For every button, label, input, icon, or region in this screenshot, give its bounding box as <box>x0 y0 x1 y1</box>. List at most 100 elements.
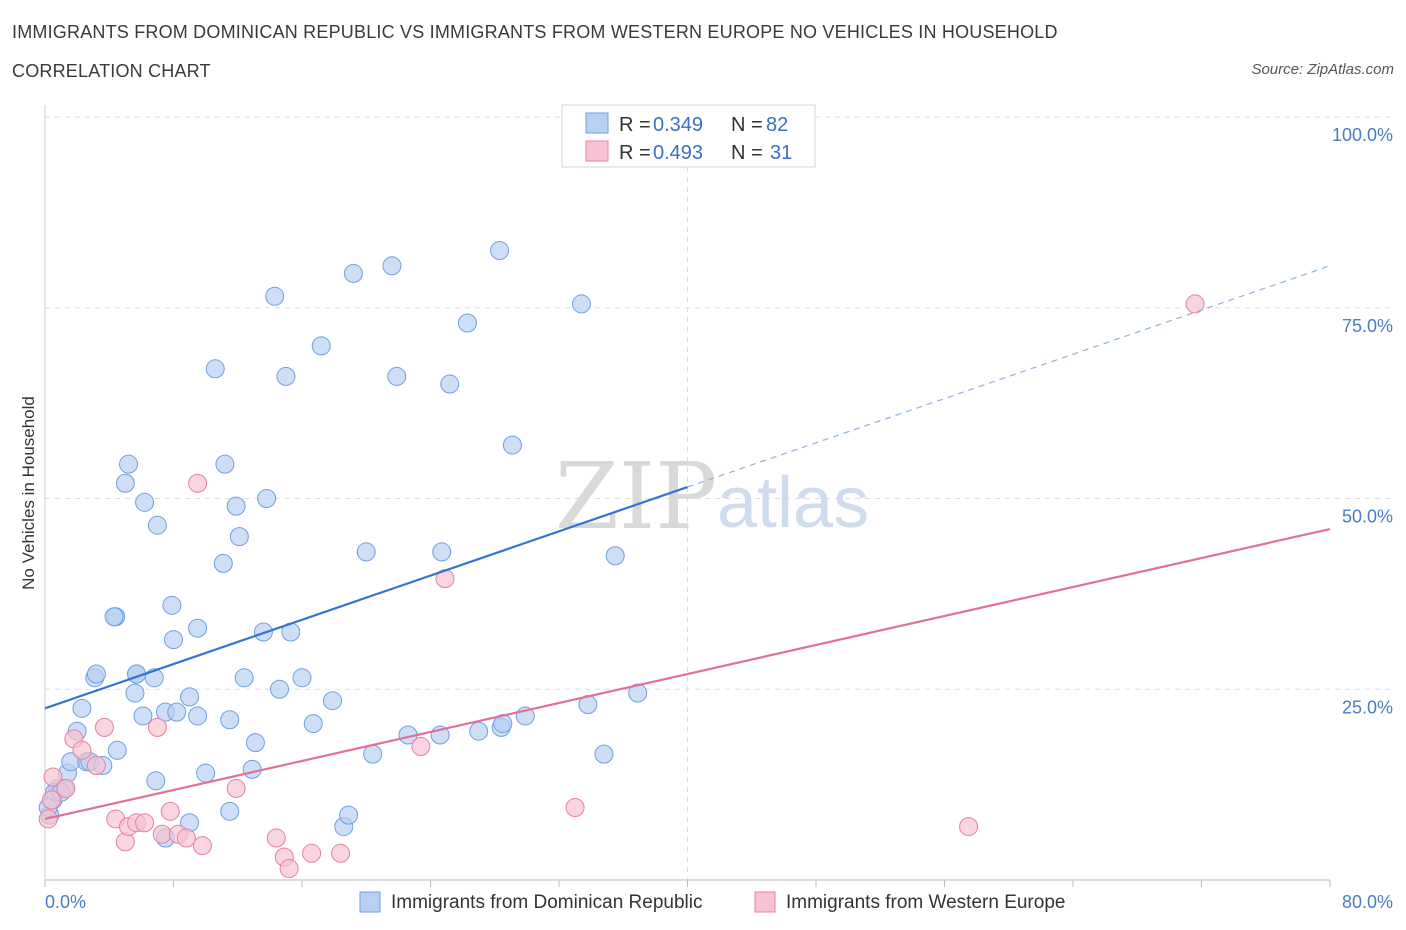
point-s1-22 <box>279 859 299 879</box>
point-s1-13 <box>152 824 172 844</box>
point-s0-74 <box>440 374 460 394</box>
point-s0-61 <box>213 553 233 573</box>
point-s0-68 <box>265 286 285 306</box>
legend-r-label-2: R = <box>619 142 651 164</box>
point-s0-62 <box>229 527 249 547</box>
chart-title: IMMIGRANTS FROM DOMINICAN REPUBLIC VS IM… <box>12 22 1058 42</box>
watermark-atlas: atlas <box>717 463 869 543</box>
legend-box: R = 0.349 N = 82 R = 0.493 N = 31 <box>561 104 816 168</box>
point-s0-63 <box>226 496 246 516</box>
point-s0-71 <box>343 263 363 283</box>
point-s1-14 <box>160 801 180 821</box>
point-s0-17 <box>125 683 145 703</box>
bottom-legend-swatch-dominican <box>359 891 381 913</box>
y-tick-label-100: 100.0% <box>1332 125 1393 145</box>
bottom-legend: Immigrants from Dominican Republic Immig… <box>359 891 1065 913</box>
point-s0-34 <box>242 759 262 779</box>
point-s0-59 <box>135 492 155 512</box>
trend-line-dominican-extrapolated <box>687 265 1331 488</box>
y-tick-label-25: 25.0% <box>1342 697 1393 717</box>
y-tick-label-50: 50.0% <box>1342 507 1393 527</box>
point-s0-57 <box>115 473 135 493</box>
y-axis-title: No Vehicles in Household <box>19 396 38 590</box>
point-s0-49 <box>469 721 489 741</box>
axes <box>44 105 1331 887</box>
legend-r-value-2: 0.493 <box>653 142 703 164</box>
point-s0-40 <box>303 714 323 734</box>
x-tick-label-min: 0.0% <box>45 892 86 912</box>
point-s0-28 <box>234 668 254 688</box>
point-s1-30 <box>41 790 61 810</box>
point-s0-22 <box>164 630 183 650</box>
point-s0-14 <box>86 664 106 684</box>
point-s1-17 <box>192 836 212 856</box>
point-s0-73 <box>387 366 407 386</box>
point-s0-76 <box>490 241 510 261</box>
bottom-legend-label-western-europe: Immigrants from Western Europe <box>786 892 1065 913</box>
point-s0-54 <box>594 744 614 764</box>
point-s1-20 <box>266 828 286 848</box>
trend-line-dominican <box>44 486 688 710</box>
point-s0-78 <box>571 294 591 314</box>
point-s1-5 <box>86 756 106 776</box>
point-s1-16 <box>176 828 196 848</box>
legend-r-label-1: R = <box>619 114 651 136</box>
point-s0-18 <box>133 706 153 726</box>
legend-n-label-2: N = <box>731 142 763 164</box>
point-s1-28 <box>959 817 979 837</box>
bottom-legend-label-dominican: Immigrants from Dominican Republic <box>391 892 703 913</box>
point-s0-35 <box>245 733 265 753</box>
point-s0-31 <box>146 771 166 791</box>
point-s0-25 <box>188 618 208 638</box>
point-s1-12 <box>147 717 167 737</box>
point-s1-27 <box>565 798 585 818</box>
point-s0-70 <box>311 336 331 356</box>
point-s0-72 <box>382 256 402 276</box>
point-s0-48 <box>432 542 452 562</box>
point-s0-24 <box>180 687 200 707</box>
y-tick-label-75: 75.0% <box>1342 316 1393 336</box>
point-s0-66 <box>205 359 225 379</box>
point-s1-25 <box>411 736 431 756</box>
point-s0-60 <box>147 515 167 535</box>
point-s1-4 <box>72 740 92 760</box>
trend-line-western-europe <box>44 527 1331 821</box>
legend-swatch-dominican <box>585 112 609 134</box>
source-label: Source: ZipAtlas.com <box>1251 61 1394 78</box>
legend-r-value-1: 0.349 <box>653 114 703 136</box>
point-s1-2 <box>56 778 76 798</box>
watermark: ZIP atlas <box>555 443 869 550</box>
point-s0-13 <box>104 607 124 627</box>
point-s1-11 <box>135 813 155 833</box>
chart-subtitle: CORRELATION CHART <box>12 61 211 81</box>
point-s0-69 <box>276 366 296 386</box>
point-s0-27 <box>220 710 240 730</box>
point-s0-43 <box>339 805 359 825</box>
tick-labels: 25.0% 50.0% 75.0% 100.0% 0.0% 80.0% <box>45 125 1393 912</box>
point-s0-75 <box>457 313 477 333</box>
point-s1-19 <box>188 473 208 493</box>
legend-n-value-2: 31 <box>770 142 792 164</box>
point-s0-41 <box>323 691 343 711</box>
point-s0-29 <box>196 763 216 783</box>
data-points <box>38 241 1205 879</box>
point-s0-23 <box>167 702 187 722</box>
point-s0-64 <box>257 489 277 508</box>
point-s0-55 <box>628 683 648 703</box>
point-s0-30 <box>220 801 240 821</box>
watermark-zip: ZIP <box>555 443 717 550</box>
legend-n-value-1: 82 <box>766 114 788 136</box>
legend-n-label-1: N = <box>731 114 763 136</box>
point-s1-29 <box>1185 294 1205 314</box>
point-s1-1 <box>43 767 63 787</box>
point-s0-26 <box>188 706 208 726</box>
point-s0-45 <box>363 744 383 764</box>
bottom-legend-swatch-western-europe <box>754 891 776 913</box>
point-s0-58 <box>119 454 139 474</box>
point-s0-37 <box>270 679 290 699</box>
point-s0-15 <box>107 740 127 760</box>
point-s0-67 <box>215 454 235 474</box>
point-s0-77 <box>502 435 522 455</box>
x-tick-label-max: 80.0% <box>1342 892 1393 912</box>
